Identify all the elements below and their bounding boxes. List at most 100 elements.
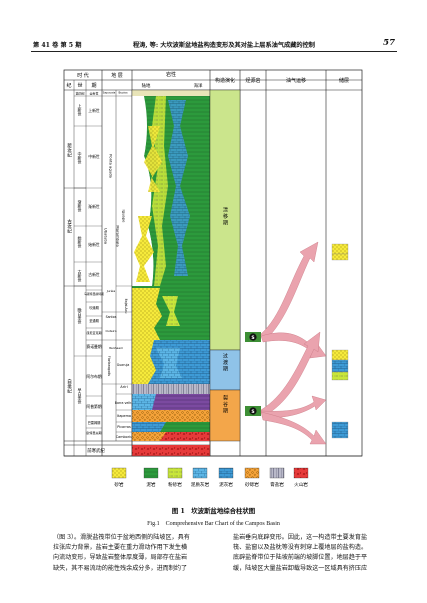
formation-juruka: Juréia	[106, 289, 116, 293]
subheader-system: 纪	[66, 82, 71, 89]
page-number: 57	[383, 38, 395, 48]
journal-volume: 第 41 卷 第 5 期	[33, 42, 82, 49]
formation-santos: Santos	[106, 315, 117, 319]
series-pliocene: 上新世	[78, 103, 83, 116]
series-quaternary: 第四纪	[75, 91, 84, 96]
legend-sandstone: 砂岩	[111, 467, 127, 488]
header-migration: 油气运移	[286, 77, 306, 84]
legend-volcanic-label: 火山岩	[294, 481, 308, 488]
stage-13: 巴雷姆期	[88, 420, 101, 425]
stage-4: 始新世	[88, 242, 100, 247]
source-marker-upper-label: S	[251, 335, 254, 341]
legend-marl: 泥灰岩	[218, 467, 233, 488]
evolution-rift: 裂 谷 期	[222, 394, 228, 414]
series-late-cretaceous: 晚白垩世	[78, 307, 83, 324]
formation-labels: Sapucaia Buzios Ponta aguda Iguape Ubatu…	[102, 91, 151, 453]
legend-conglomerate: 砂砾岩	[244, 467, 259, 488]
stage-9: 康尼亚克期	[86, 330, 101, 335]
period-neogene: 新近纪	[67, 142, 72, 157]
source-marker-lower	[249, 407, 257, 415]
formation-sapucaia: Sapucaia	[103, 91, 116, 95]
stratigraphic-column-figure: 时 代 地 层 岩性 构造演化 烃源岩 油气运移 储层 纪 世 期 陆地 海洋 …	[63, 69, 363, 488]
formation-iguape: Iguape	[122, 209, 127, 223]
legend-muddy-limestone: 泥质灰岩	[191, 467, 210, 488]
formation-ariri: Ariri	[120, 385, 127, 389]
legend-mudstone-label: 泥岩	[146, 481, 156, 488]
stage-12: 阿普第期	[86, 404, 101, 409]
legend-volcanic: 火山岩	[293, 467, 308, 488]
stage-labels: 全新世 上新世 中新世 渐新世 始新世 古新世 马斯特里赫特期 坎潘期 圣通期 …	[84, 91, 104, 436]
legend-muddy-limestone-label: 泥质灰岩	[191, 481, 210, 488]
migration-arrows	[260, 241, 327, 445]
period-precambrian: 前寒武纪	[87, 447, 105, 454]
header-source: 烃源岩	[245, 77, 260, 84]
evolution-drift: 漂 移 期	[222, 206, 228, 226]
tectonic-evolution-column: 漂 移 期 过 渡 期 裂 谷 期	[209, 89, 241, 442]
stage-14: 欧特里夫期	[86, 430, 101, 435]
series-labels: 第四纪 上新世 中新世 渐新世 始新世 古新世 晚白垩世 早白垩世	[74, 91, 102, 404]
subheader-sea: 海洋	[194, 82, 203, 89]
legend-siltstone-label: 粉砂岩	[168, 481, 182, 488]
source-marker-upper	[249, 333, 257, 341]
body-paragraph-right: 盐岩垂向底辟变形。因此，这一构造带主要发育盐 筏、盐窗以及盐枕等没有刺穿上覆地层…	[233, 534, 368, 572]
lithology-column	[131, 89, 211, 457]
stage-ter: 全新世	[89, 91, 98, 96]
stage-7: 坎潘期	[89, 305, 99, 310]
legend-salt: 膏盐岩	[269, 467, 284, 488]
figure-caption-cn: 图 1 坎波斯盆地综合柱状图	[171, 507, 256, 515]
stage-2: 中新世	[88, 154, 100, 159]
legend-sandstone-label: 砂岩	[114, 481, 124, 488]
legend-salt-label: 膏盐岩	[270, 481, 284, 488]
series-eocene: 始新世	[78, 235, 83, 248]
formation-ponta: Ponta aguda	[109, 154, 114, 178]
formation-itapema: Itapema	[117, 414, 131, 418]
stage-3: 渐新世	[88, 204, 100, 209]
source-marker-lower-label: S	[251, 409, 254, 415]
stage-5: 古新世	[88, 272, 100, 277]
reservoir-column	[331, 243, 349, 439]
legend-mudstone: 泥岩	[143, 467, 159, 488]
subheader-series: 世	[77, 82, 82, 89]
formation-barra-velha: Barra velha	[115, 401, 133, 405]
formation-guaruja: Guaruja	[117, 363, 130, 367]
formation-itajai: Itajai-Acu	[124, 299, 128, 314]
formation-picarras: Picarras	[117, 425, 131, 429]
subheader-stage: 期	[91, 83, 96, 89]
formation-outeiro: Outeiro	[105, 329, 116, 333]
series-miocene: 中新世	[78, 151, 83, 164]
stage-8: 圣通期	[89, 318, 99, 323]
subheader-land: 陆地	[142, 82, 151, 89]
stage-1: 上新世	[88, 108, 100, 113]
source-rock-column: S S	[245, 332, 261, 416]
column-headers: 时 代 地 层 岩性 构造演化 烃源岩 油气运移 储层 纪 世 期 陆地 海洋	[66, 71, 349, 89]
running-title: 程涛, 等: 大坎波斯盆地盐构造变形及其对盐上层系油气成藏的控制	[133, 42, 315, 49]
body-paragraph-left: （图 3）。滑脱盐筏带位于盆地西侧的陆坡区，具有 拉张应力背景，盐岩主要在重力滑…	[53, 534, 190, 572]
evolution-transition: 过 渡 期	[222, 352, 228, 372]
legend-conglomerate-label: 砂砾岩	[245, 481, 259, 488]
body-column-right: 盐岩垂向底辟变形。因此，这一构造带主要发育盐 筏、盐窗以及盐枕等没有刺穿上覆地层…	[233, 533, 393, 574]
legend-marl-label: 泥灰岩	[219, 481, 233, 488]
header-evolution: 构造演化	[215, 77, 235, 84]
header-lithology: 岩性	[166, 71, 176, 78]
header-age: 时 代	[77, 72, 89, 79]
stage-6: 马斯特里赫特期	[84, 292, 104, 296]
legend-siltstone: 粉砂岩	[167, 467, 182, 488]
stage-10: 赛诺曼期	[86, 344, 101, 349]
header-formation: 地 层	[111, 72, 123, 79]
period-paleogene: 古近纪	[67, 218, 72, 233]
series-early-cretaceous: 早白垩世	[78, 387, 83, 404]
legend: 砂岩 泥岩 粉砂岩 泥质灰岩 泥灰岩 砂砾岩 膏盐岩 火山岩	[111, 467, 308, 488]
header-rule	[31, 51, 397, 52]
formation-camboriu: Camboriu	[116, 435, 132, 439]
period-cretaceous: 白垩纪	[67, 378, 72, 393]
header-reservoir: 储层	[339, 77, 349, 84]
formation-itanhaem: Itanhaem	[109, 346, 123, 350]
formation-ubatuba: Ubatuba	[104, 228, 109, 244]
stage-11: 阿尔布期	[86, 374, 101, 379]
formation-florianopolis: Florianopolis	[107, 356, 111, 377]
running-header: 第 41 卷 第 5 期 程涛, 等: 大坎波斯盆地盐构造变形及其对盐上层系油气…	[31, 38, 397, 52]
formation-buzios: Buzios	[118, 91, 128, 95]
formation-marambaia: Marambaia	[116, 225, 121, 246]
body-column-left: （图 3）。滑脱盐筏带位于盆地西侧的陆坡区，具有 拉张应力背景，盐岩主要在重力滑…	[53, 533, 215, 574]
series-paleocene: 古新世	[78, 269, 83, 282]
